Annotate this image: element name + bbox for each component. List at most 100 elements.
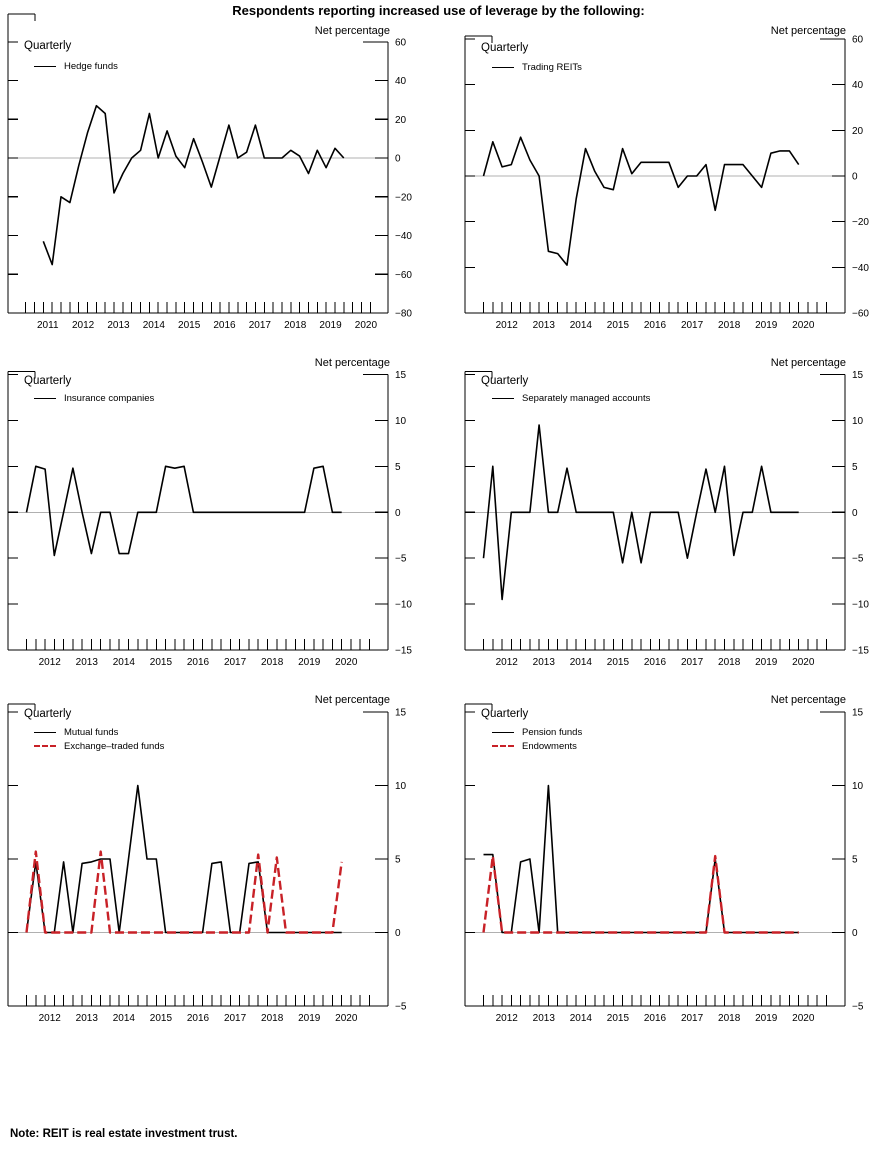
svg-text:0: 0 <box>395 154 401 165</box>
svg-text:2017: 2017 <box>249 320 272 331</box>
svg-text:2017: 2017 <box>224 1013 247 1024</box>
svg-text:0: 0 <box>395 928 401 939</box>
svg-text:2016: 2016 <box>187 1013 210 1024</box>
svg-text:2012: 2012 <box>39 657 62 668</box>
svg-text:15: 15 <box>852 708 864 719</box>
frequency-label: Quarterly <box>481 42 529 54</box>
svg-text:40: 40 <box>852 80 864 91</box>
y-axis-title: Net percentage <box>314 25 390 37</box>
svg-text:2019: 2019 <box>755 1013 778 1024</box>
svg-text:15: 15 <box>852 370 864 381</box>
solid-line-swatch <box>492 731 514 733</box>
frequency-label: Quarterly <box>481 708 529 720</box>
svg-text:2011: 2011 <box>37 320 59 331</box>
legend-mutual-funds: Mutual funds <box>34 726 118 738</box>
legend-sma: Separately managed accounts <box>492 392 650 404</box>
svg-text:2014: 2014 <box>113 657 136 668</box>
legend-trading-reits: Trading REITs <box>492 61 582 73</box>
legend-label: Separately managed accounts <box>522 392 651 404</box>
svg-text:−15: −15 <box>852 646 869 657</box>
svg-text:−15: −15 <box>395 646 412 657</box>
legend-label: Pension funds <box>522 726 583 738</box>
legend-label: Hedge funds <box>64 60 118 72</box>
y-axis-title: Net percentage <box>770 694 846 706</box>
svg-text:2015: 2015 <box>607 1013 630 1024</box>
svg-text:2013: 2013 <box>533 1013 556 1024</box>
solid-line-swatch <box>492 66 514 68</box>
svg-text:2013: 2013 <box>107 320 130 331</box>
svg-text:−60: −60 <box>852 309 869 320</box>
y-axis-title: Net percentage <box>770 25 846 37</box>
svg-text:2014: 2014 <box>570 657 593 668</box>
legend-label: Trading REITs <box>522 61 582 73</box>
svg-text:2019: 2019 <box>319 320 342 331</box>
legend-label: Exchange–traded funds <box>64 740 165 752</box>
svg-text:0: 0 <box>852 172 858 183</box>
svg-text:5: 5 <box>852 855 858 866</box>
svg-text:5: 5 <box>395 855 401 866</box>
legend-label: Insurance companies <box>64 392 155 404</box>
svg-text:2013: 2013 <box>533 657 556 668</box>
svg-text:60: 60 <box>395 37 407 48</box>
figure-title: Respondents reporting increased use of l… <box>232 3 645 18</box>
svg-text:5: 5 <box>395 462 401 473</box>
svg-text:2018: 2018 <box>261 657 284 668</box>
svg-text:2019: 2019 <box>298 657 321 668</box>
frequency-label: Quarterly <box>24 375 72 387</box>
svg-text:−20: −20 <box>852 217 869 228</box>
svg-text:2015: 2015 <box>150 657 173 668</box>
svg-text:2015: 2015 <box>607 657 630 668</box>
y-axis-title: Net percentage <box>314 357 390 369</box>
svg-text:0: 0 <box>395 508 401 519</box>
figure-note: Note: REIT is real estate investment tru… <box>10 1128 238 1140</box>
svg-text:15: 15 <box>395 708 407 719</box>
svg-text:2018: 2018 <box>284 320 307 331</box>
svg-text:2018: 2018 <box>718 320 741 331</box>
svg-text:2014: 2014 <box>570 1013 593 1024</box>
svg-text:2014: 2014 <box>570 320 593 331</box>
y-axis-title: Net percentage <box>314 694 390 706</box>
dashed-line-swatch <box>34 745 56 747</box>
svg-text:2012: 2012 <box>496 1013 519 1024</box>
svg-text:−5: −5 <box>852 554 864 565</box>
svg-text:2012: 2012 <box>496 320 519 331</box>
svg-text:−60: −60 <box>395 270 412 281</box>
svg-text:2017: 2017 <box>681 1013 704 1024</box>
frequency-label: Quarterly <box>481 375 529 387</box>
svg-text:2016: 2016 <box>187 657 210 668</box>
svg-text:0: 0 <box>852 928 858 939</box>
svg-text:−5: −5 <box>852 1002 864 1013</box>
solid-line-swatch <box>34 397 56 399</box>
legend-label: Mutual funds <box>64 726 119 738</box>
svg-text:2013: 2013 <box>76 657 99 668</box>
svg-text:2013: 2013 <box>76 1013 99 1024</box>
svg-text:−80: −80 <box>395 309 412 320</box>
svg-text:−20: −20 <box>395 192 412 203</box>
svg-text:2020: 2020 <box>792 1013 815 1024</box>
svg-text:2018: 2018 <box>718 1013 741 1024</box>
svg-text:−10: −10 <box>852 600 869 611</box>
svg-text:15: 15 <box>395 370 407 381</box>
legend-etf: Exchange–traded funds <box>34 740 164 752</box>
legend-endowments: Endowments <box>492 740 577 752</box>
svg-text:10: 10 <box>852 416 864 427</box>
svg-text:−5: −5 <box>395 1002 407 1013</box>
svg-text:2016: 2016 <box>644 657 667 668</box>
svg-text:2017: 2017 <box>681 320 704 331</box>
svg-text:2020: 2020 <box>335 657 358 668</box>
legend-pension-funds: Pension funds <box>492 726 582 738</box>
svg-text:20: 20 <box>852 126 864 137</box>
svg-text:20: 20 <box>395 115 407 126</box>
svg-text:0: 0 <box>852 508 858 519</box>
svg-text:2017: 2017 <box>224 657 247 668</box>
svg-text:2013: 2013 <box>533 320 556 331</box>
svg-text:2012: 2012 <box>496 657 519 668</box>
svg-text:60: 60 <box>852 35 864 46</box>
svg-text:2015: 2015 <box>178 320 201 331</box>
svg-text:2018: 2018 <box>718 657 741 668</box>
svg-text:2016: 2016 <box>644 320 667 331</box>
svg-text:−40: −40 <box>852 263 869 274</box>
svg-text:2019: 2019 <box>755 320 778 331</box>
svg-text:2012: 2012 <box>39 1013 62 1024</box>
